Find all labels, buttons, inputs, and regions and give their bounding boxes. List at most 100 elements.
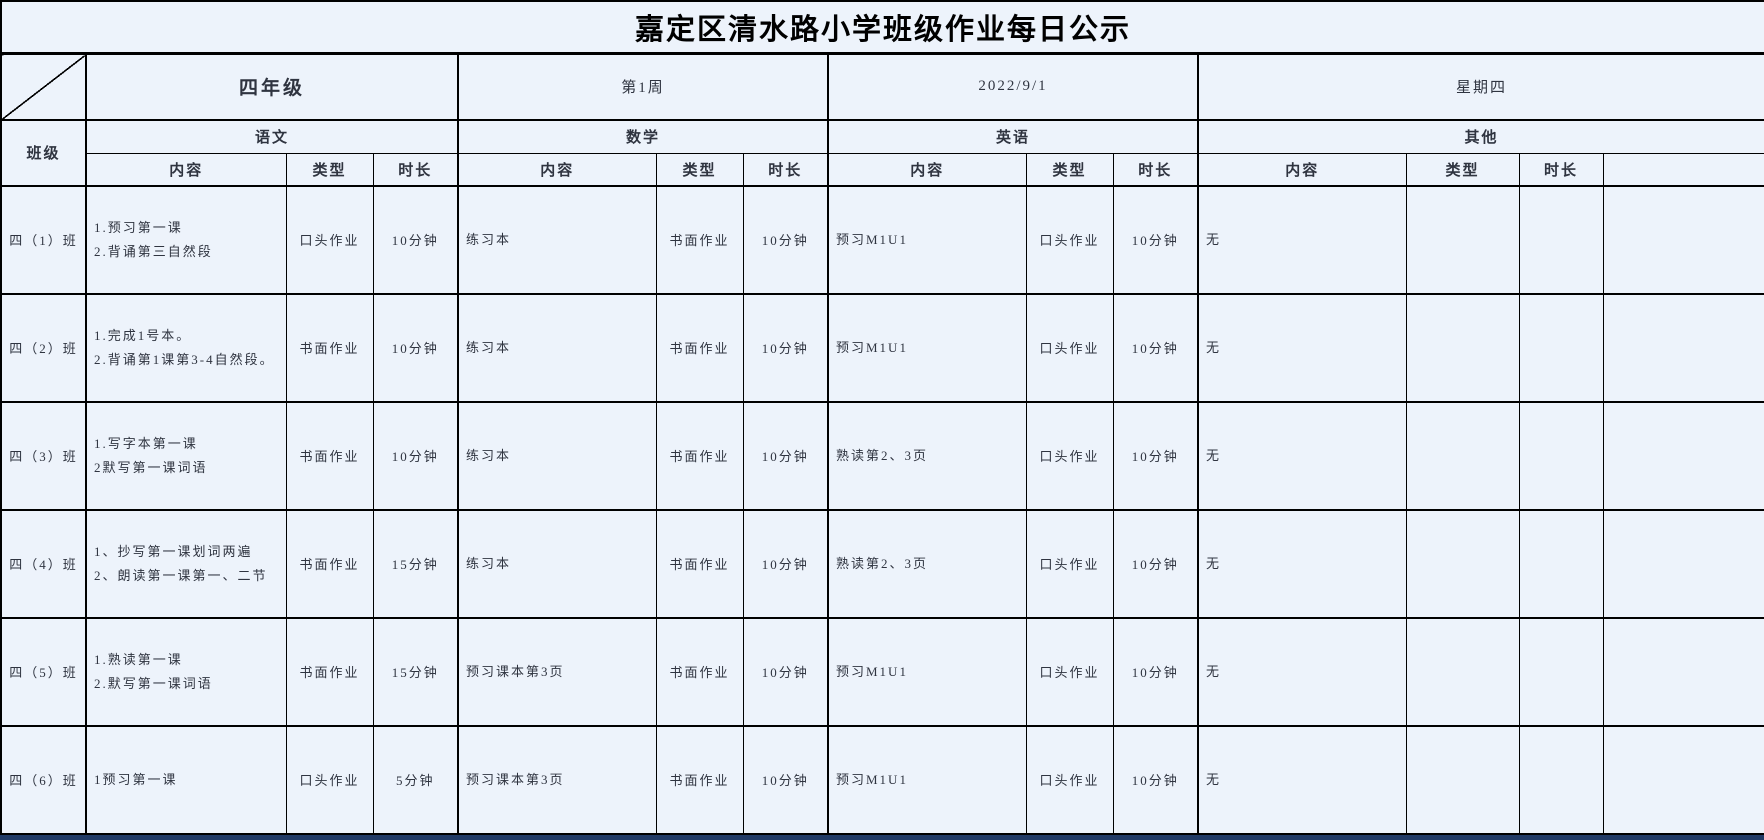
english-content-cell: 预习M1U1 bbox=[827, 184, 1027, 294]
chinese-duration-cell: 10分钟 bbox=[372, 184, 459, 294]
english-duration-cell: 10分钟 bbox=[1112, 724, 1199, 834]
other-duration-cell bbox=[1518, 724, 1604, 834]
english-duration-cell: 10分钟 bbox=[1112, 616, 1199, 726]
table-row: 四（6）班 1预习第一课 口头作业 5分钟 预习课本第3页 书面作业 10分钟 … bbox=[0, 724, 1764, 834]
other-content-cell: 无 bbox=[1197, 508, 1407, 618]
table-row: 四（3）班 1.写字本第一课 2默写第一课词语 书面作业 10分钟 练习本 书面… bbox=[0, 400, 1764, 510]
chinese-duration-cell: 15分钟 bbox=[372, 508, 459, 618]
col-header-type: 类型 bbox=[285, 153, 374, 187]
subject-header-other: 其他 bbox=[1196, 119, 1764, 154]
math-duration-cell: 10分钟 bbox=[742, 508, 829, 618]
math-content-cell: 练习本 bbox=[457, 508, 657, 618]
class-cell: 四（3）班 bbox=[0, 400, 87, 510]
english-duration-cell: 10分钟 bbox=[1112, 508, 1199, 618]
chinese-duration-cell: 10分钟 bbox=[372, 400, 459, 510]
page-title: 嘉定区清水路小学班级作业每日公示 bbox=[0, 0, 1764, 55]
other-type-cell bbox=[1405, 724, 1520, 834]
blank-cell bbox=[1602, 508, 1764, 618]
chinese-duration-cell: 15分钟 bbox=[372, 616, 459, 726]
week-header: 第1周 bbox=[457, 53, 829, 121]
other-duration-cell bbox=[1518, 292, 1604, 402]
blank-cell bbox=[1602, 184, 1764, 294]
header-subcolumn-row: 内容 类型 时长 内容 类型 时长 内容 类型 时长 内容 类型 时长 bbox=[1, 153, 1764, 187]
chinese-type-cell: 书面作业 bbox=[285, 616, 374, 726]
math-type-cell: 书面作业 bbox=[655, 724, 744, 834]
chinese-content-cell: 1预习第一课 bbox=[85, 724, 287, 834]
subject-header-english: 英语 bbox=[827, 119, 1199, 154]
math-duration-cell: 10分钟 bbox=[742, 400, 829, 510]
english-type-cell: 口头作业 bbox=[1025, 724, 1114, 834]
class-column-header: 班级 bbox=[0, 119, 87, 186]
math-content-cell: 练习本 bbox=[457, 184, 657, 294]
table-row: 四（2）班 1.完成1号本。 2.背诵第1课第3-4自然段。 书面作业 10分钟… bbox=[0, 292, 1764, 402]
english-content-cell: 预习M1U1 bbox=[827, 292, 1027, 402]
chinese-content-cell: 1.熟读第一课 2.默写第一课词语 bbox=[85, 616, 287, 726]
english-duration-cell: 10分钟 bbox=[1112, 184, 1199, 294]
col-header-content: 内容 bbox=[1197, 153, 1407, 187]
other-content-cell: 无 bbox=[1197, 616, 1407, 726]
chinese-content-cell: 1、抄写第一课划词两遍 2、朗读第一课第一、二节 bbox=[85, 508, 287, 618]
weekday-header: 星期四 bbox=[1196, 53, 1764, 121]
math-type-cell: 书面作业 bbox=[655, 400, 744, 510]
other-content-cell: 无 bbox=[1197, 292, 1407, 402]
english-type-cell: 口头作业 bbox=[1025, 292, 1114, 402]
other-type-cell bbox=[1405, 616, 1520, 726]
col-header-duration: 时长 bbox=[1112, 153, 1199, 187]
english-type-cell: 口头作业 bbox=[1025, 616, 1114, 726]
other-type-cell bbox=[1405, 508, 1520, 618]
col-header-duration: 时长 bbox=[372, 153, 459, 187]
class-cell: 四（4）班 bbox=[0, 508, 87, 618]
math-type-cell: 书面作业 bbox=[655, 292, 744, 402]
col-header-duration: 时长 bbox=[742, 153, 829, 187]
col-header-type: 类型 bbox=[1405, 153, 1520, 187]
math-type-cell: 书面作业 bbox=[655, 616, 744, 726]
chinese-type-cell: 书面作业 bbox=[285, 508, 374, 618]
english-content-cell: 预习M1U1 bbox=[827, 616, 1027, 726]
other-content-cell: 无 bbox=[1197, 724, 1407, 834]
english-duration-cell: 10分钟 bbox=[1112, 400, 1199, 510]
class-cell: 四（1）班 bbox=[0, 184, 87, 294]
math-content-cell: 练习本 bbox=[457, 400, 657, 510]
english-content-cell: 熟读第2、3页 bbox=[827, 508, 1027, 618]
chinese-duration-cell: 5分钟 bbox=[372, 724, 459, 834]
class-cell: 四（6）班 bbox=[0, 724, 87, 834]
col-header-content: 内容 bbox=[827, 153, 1027, 187]
bottom-edge bbox=[0, 834, 1764, 840]
other-type-cell bbox=[1405, 400, 1520, 510]
english-type-cell: 口头作业 bbox=[1025, 184, 1114, 294]
other-content-cell: 无 bbox=[1197, 400, 1407, 510]
english-type-cell: 口头作业 bbox=[1025, 400, 1114, 510]
other-content-cell: 无 bbox=[1197, 184, 1407, 294]
blank-cell bbox=[1602, 616, 1764, 726]
col-header-content: 内容 bbox=[457, 153, 657, 187]
col-header-blank bbox=[1602, 153, 1764, 187]
chinese-content-cell: 1.预习第一课 2.背诵第三自然段 bbox=[85, 184, 287, 294]
blank-cell bbox=[1602, 400, 1764, 510]
math-content-cell: 练习本 bbox=[457, 292, 657, 402]
header-subject-row: 班级 语文 数学 英语 其他 bbox=[0, 119, 1764, 186]
english-content-cell: 预习M1U1 bbox=[827, 724, 1027, 834]
math-duration-cell: 10分钟 bbox=[742, 616, 829, 726]
col-header-type: 类型 bbox=[1025, 153, 1114, 187]
diagonal-cell bbox=[0, 53, 87, 121]
chinese-content-cell: 1.完成1号本。 2.背诵第1课第3-4自然段。 bbox=[85, 292, 287, 402]
other-duration-cell bbox=[1518, 616, 1604, 726]
header-grade-row: 四年级 第1周 2022/9/1 星期四 bbox=[0, 53, 1764, 121]
title-row: 嘉定区清水路小学班级作业每日公示 bbox=[0, 0, 1764, 55]
class-cell: 四（2）班 bbox=[0, 292, 87, 402]
col-header-type: 类型 bbox=[655, 153, 744, 187]
english-duration-cell: 10分钟 bbox=[1112, 292, 1199, 402]
other-duration-cell bbox=[1518, 400, 1604, 510]
other-type-cell bbox=[1405, 184, 1520, 294]
subject-header-math: 数学 bbox=[457, 119, 829, 154]
other-duration-cell bbox=[1518, 508, 1604, 618]
chinese-type-cell: 口头作业 bbox=[285, 724, 374, 834]
english-type-cell: 口头作业 bbox=[1025, 508, 1114, 618]
col-header-duration: 时长 bbox=[1518, 153, 1604, 187]
math-type-cell: 书面作业 bbox=[655, 184, 744, 294]
class-cell: 四（5）班 bbox=[0, 616, 87, 726]
subject-header-chinese: 语文 bbox=[85, 119, 459, 154]
chinese-type-cell: 书面作业 bbox=[285, 400, 374, 510]
